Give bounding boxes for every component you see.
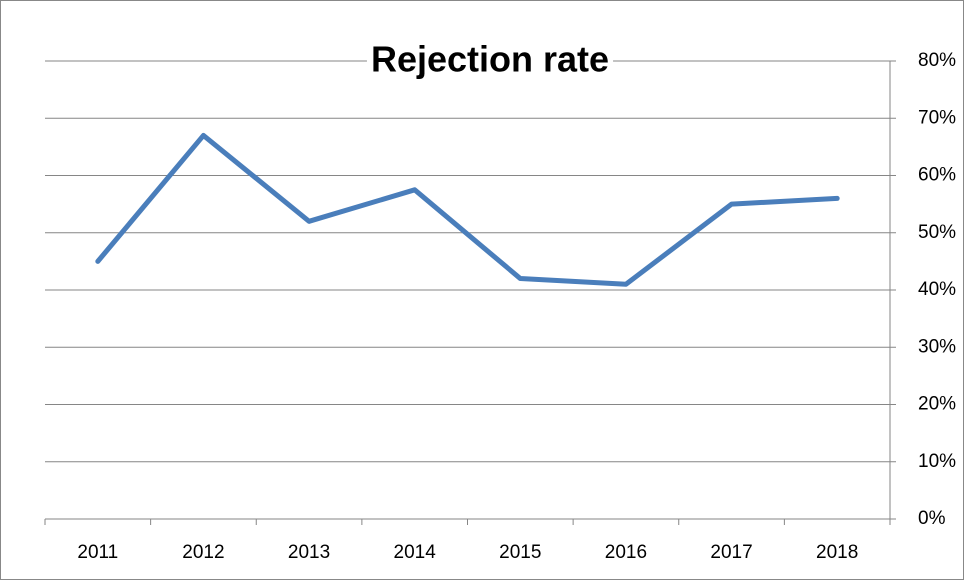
y-tick-label: 80% <box>918 50 956 71</box>
line-series <box>95 132 840 287</box>
x-tick-label: 2014 <box>394 542 437 563</box>
title-background <box>366 38 614 80</box>
x-tick-label: 2013 <box>288 542 330 563</box>
y-tick-label: 10% <box>918 451 956 472</box>
y-tick-label: 40% <box>918 279 956 300</box>
x-tick-label: 2016 <box>605 542 647 563</box>
x-tick-label: 2012 <box>182 542 224 563</box>
x-tick-label: 2011 <box>77 542 118 563</box>
y-tick-label: 0% <box>918 508 946 529</box>
y-tick-label: 60% <box>918 165 956 186</box>
y-tick-label: 20% <box>918 394 956 415</box>
y-tick-label: 70% <box>918 107 956 128</box>
x-tick-label: 2015 <box>499 542 541 563</box>
chart-title: Rejection rate <box>371 39 609 80</box>
y-tick-label: 30% <box>918 336 956 357</box>
y-tick-label: 50% <box>918 222 956 243</box>
x-tick-label: 2018 <box>816 542 858 563</box>
x-tick-label: 2017 <box>710 542 752 563</box>
